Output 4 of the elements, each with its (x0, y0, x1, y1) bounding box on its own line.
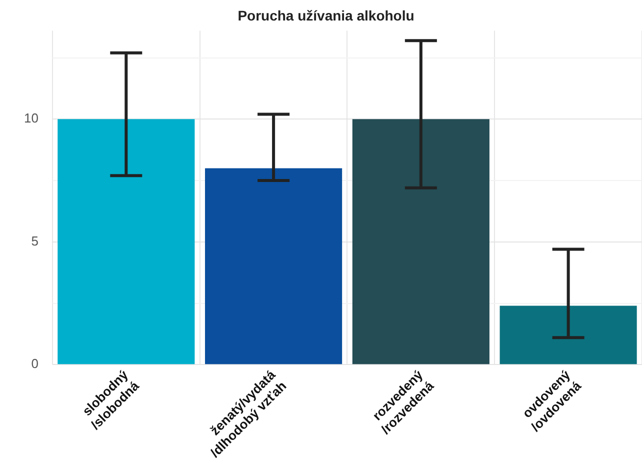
y-tick-label: 10 (24, 110, 38, 126)
y-tick-label: 5 (31, 233, 38, 248)
y-tick-label: 0 (31, 356, 38, 372)
chart-title: Porucha užívania alkoholu (238, 7, 414, 24)
